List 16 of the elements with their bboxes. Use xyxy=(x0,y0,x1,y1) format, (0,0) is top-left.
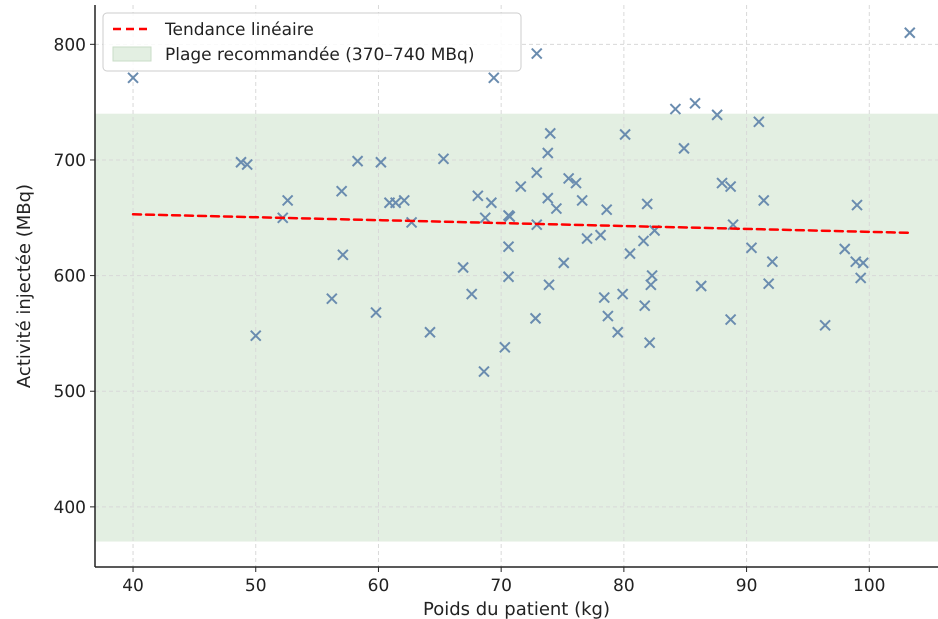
y-tick-label: 800 xyxy=(54,35,86,56)
band-label: Plage recommandée (370–740 MBq) xyxy=(165,44,474,65)
y-tick-label: 600 xyxy=(54,266,86,287)
y-axis-title: Activité injectée (MBq) xyxy=(14,184,35,388)
x-axis-title: Poids du patient (kg) xyxy=(423,599,610,619)
x-tick-label: 50 xyxy=(244,576,267,596)
x-tick-label: 80 xyxy=(613,576,635,596)
x-tick-label: 70 xyxy=(490,576,512,596)
x-tick-label: 100 xyxy=(853,576,886,596)
y-tick-label: 400 xyxy=(54,498,86,518)
x-tick-label: 60 xyxy=(368,576,390,596)
y-tick-label: 500 xyxy=(54,382,86,402)
legend-label: Tendance linéaire xyxy=(164,20,314,40)
y-tick-label: 700 xyxy=(54,150,86,171)
x-tick-label: 40 xyxy=(122,576,144,596)
x-tick-label: 90 xyxy=(736,576,758,596)
